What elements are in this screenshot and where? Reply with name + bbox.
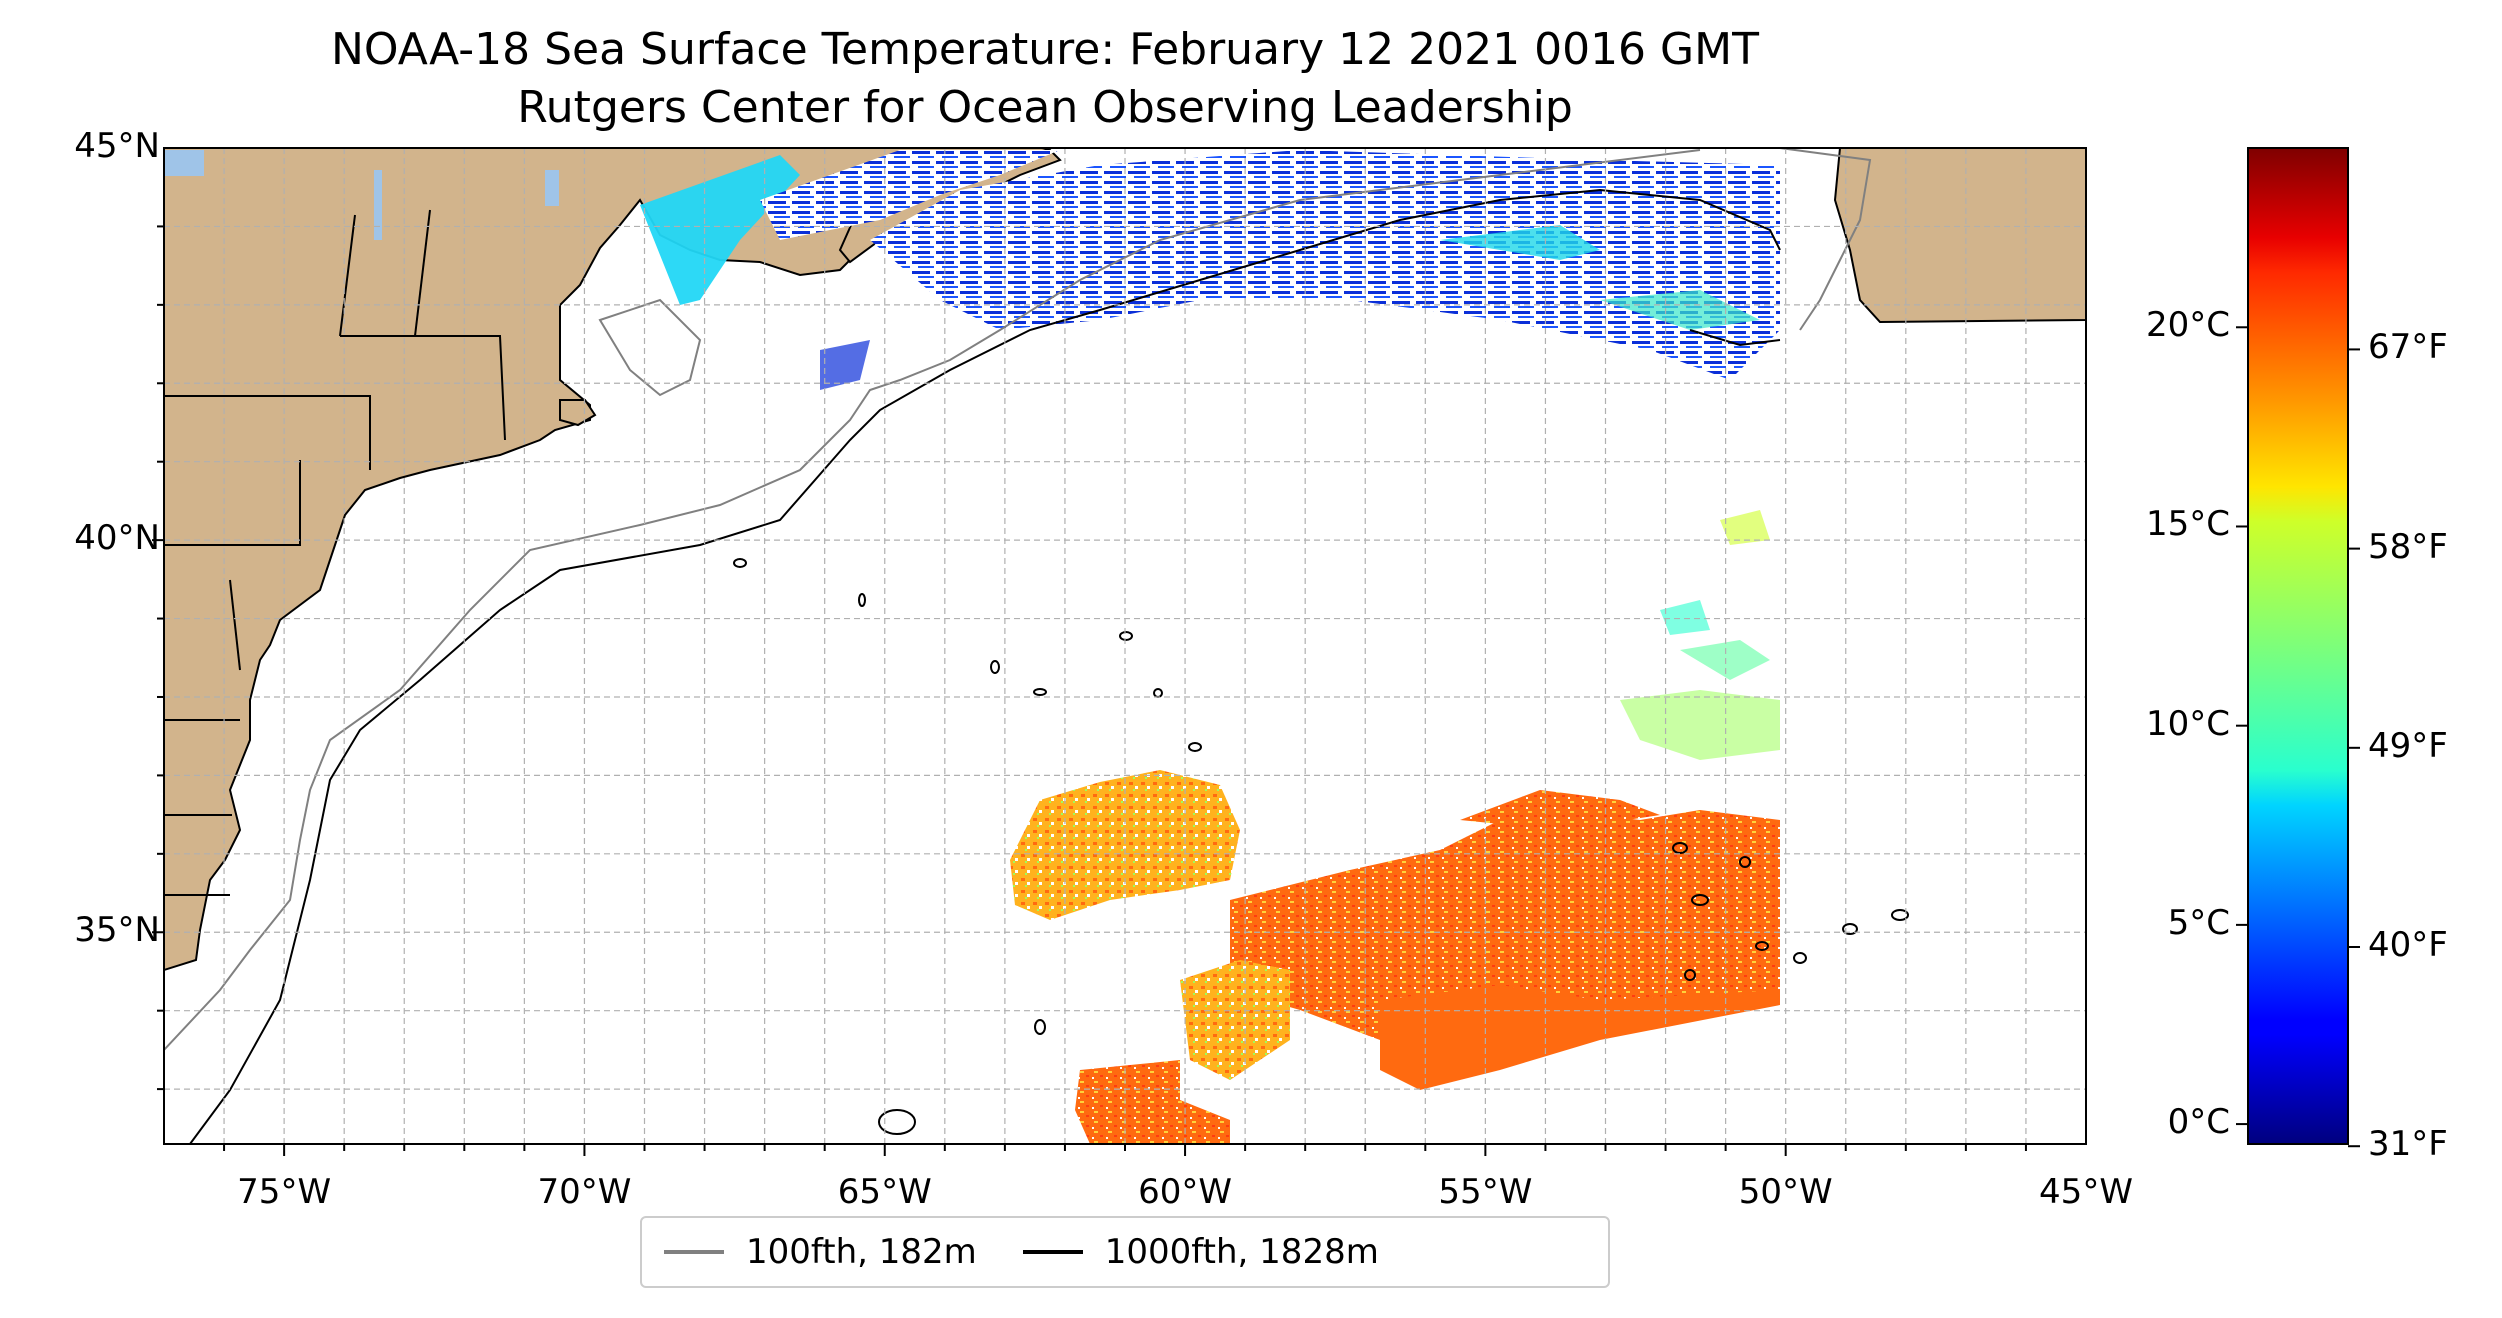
colorbar-fahrenheit-label: 31°F [2368, 1124, 2448, 1165]
map-area [164, 148, 2086, 1144]
colorbar-celsius-label: 0°C [2167, 1102, 2230, 1143]
legend-item-1000fth: 1000fth, 1828m [1022, 1232, 1403, 1272]
colorbar-celsius-label: 15°C [2145, 504, 2230, 545]
colorbar [2247, 147, 2349, 1145]
colorbar-ticks [2236, 326, 2360, 1148]
legend: 100fth, 182m 1000fth, 1828m [640, 1216, 1610, 1288]
legend-line-100fth [664, 1250, 724, 1254]
lake-moosehead [545, 170, 559, 206]
gridlines [164, 148, 2086, 1144]
lon-tick-label: 45°W [2039, 1172, 2133, 1212]
colorbar-fahrenheit-label: 58°F [2368, 526, 2448, 567]
sst-cold-band [640, 150, 1780, 390]
chart-subtitle: Rutgers Center for Ocean Observing Leade… [517, 82, 1573, 133]
axis-ticks [152, 225, 2027, 1156]
chart-title: NOAA-18 Sea Surface Temperature: Februar… [331, 24, 1759, 75]
legend-line-1000fth [1022, 1250, 1083, 1254]
colorbar-fahrenheit-label: 49°F [2368, 725, 2448, 766]
lon-tick-label: 70°W [537, 1172, 632, 1212]
lon-tick-label: 55°W [1438, 1172, 1533, 1212]
lon-tick-label: 75°W [237, 1172, 332, 1212]
colorbar-fahrenheit-label: 40°F [2368, 925, 2448, 965]
lake-st-lawrence [164, 150, 204, 176]
legend-label-100fth: 100fth, 182m [746, 1232, 977, 1272]
map-frame [163, 147, 2087, 1145]
colorbar-fahrenheit-label: 67°F [2368, 327, 2448, 368]
contour-1000fth [189, 188, 1909, 1144]
lon-tick-label: 65°W [837, 1172, 932, 1212]
legend-item-100fth: 100fth, 182m [664, 1232, 1001, 1272]
colorbar-celsius-label: 10°C [2145, 703, 2230, 744]
colorbar-celsius-label: 20°C [2145, 305, 2230, 346]
land-cape-cod [559, 399, 597, 427]
lat-tick-label: 40°N [74, 518, 160, 559]
colorbar-celsius-label: 5°C [2167, 902, 2230, 943]
lon-tick-label: 60°W [1138, 1172, 1233, 1212]
lat-tick-label: 35°N [74, 910, 160, 951]
lake-champlain [374, 170, 382, 240]
state-borders [164, 209, 506, 896]
lon-tick-label: 50°W [1738, 1172, 1833, 1212]
land-newfoundland [1833, 148, 2086, 324]
lat-tick-label: 45°N [74, 126, 160, 166]
legend-label-1000fth: 1000fth, 1828m [1104, 1232, 1379, 1272]
